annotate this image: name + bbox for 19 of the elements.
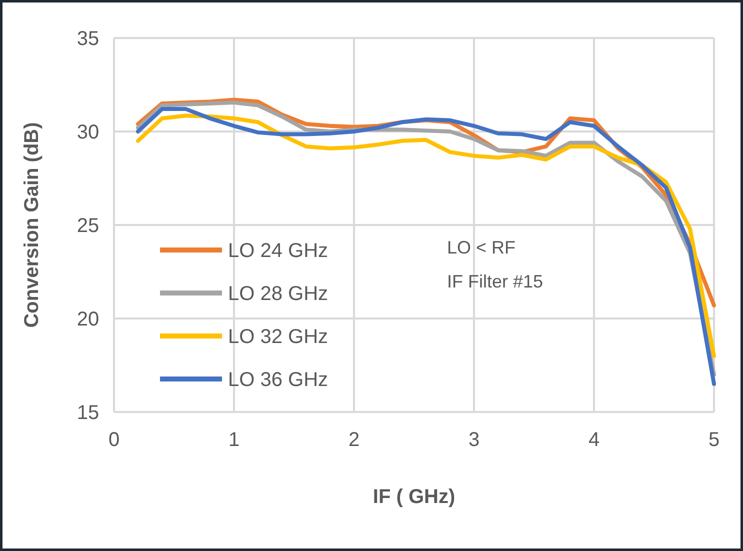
x-tick-label: 0 xyxy=(108,429,120,451)
y-tick-label: 15 xyxy=(76,402,100,424)
annotation: IF Filter #15 xyxy=(447,271,544,292)
annotation: LO < RF xyxy=(447,237,516,258)
legend-label: LO 32 GHz xyxy=(228,326,328,348)
legend-label: LO 36 GHz xyxy=(228,369,328,391)
x-tick-label: 4 xyxy=(588,429,600,451)
x-axis-title: IF ( GHz) xyxy=(372,486,456,508)
legend-label: LO 24 GHz xyxy=(228,240,328,262)
y-tick-label: 25 xyxy=(76,215,100,237)
x-tick-label: 2 xyxy=(348,429,360,451)
x-tick-label: 1 xyxy=(228,429,240,451)
x-tick-label: 3 xyxy=(468,429,480,451)
y-axis-title: Conversion Gain (dB) xyxy=(21,122,43,328)
x-tick-label: 5 xyxy=(708,429,720,451)
y-tick-label: 20 xyxy=(76,308,100,330)
y-tick-label: 35 xyxy=(76,28,100,50)
y-tick-label: 30 xyxy=(76,122,100,144)
legend-label: LO 28 GHz xyxy=(228,283,328,305)
